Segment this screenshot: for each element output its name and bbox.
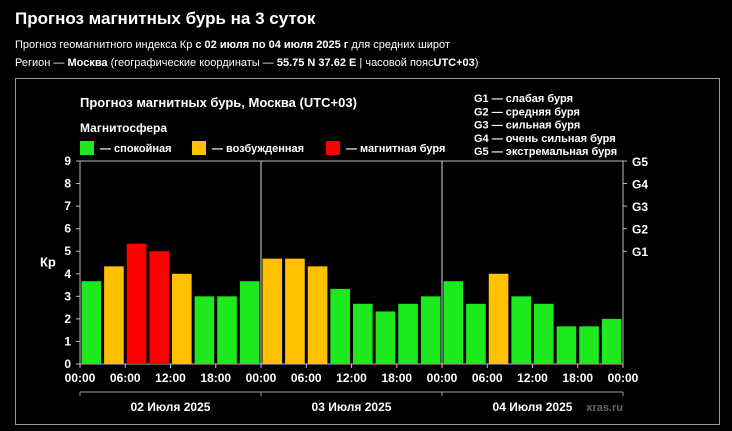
- legend-label: — спокойная: [100, 143, 172, 155]
- kp-bar: [307, 266, 328, 364]
- g-tick-label: G1: [632, 245, 648, 259]
- kp-bar: [81, 281, 102, 364]
- x-tick-label: 18:00: [562, 371, 593, 385]
- kp-bar: [285, 258, 305, 364]
- kp-bar: [488, 273, 509, 364]
- region-timezone: UTC+03: [433, 57, 475, 69]
- g-scale-label: G2 — средняя буря: [474, 106, 580, 118]
- day-label: 02 Июля 2025: [131, 400, 211, 414]
- kp-bar: [126, 243, 147, 364]
- kp-bar: [375, 311, 396, 364]
- day-label: 03 Июля 2025: [312, 400, 392, 414]
- kp-bar: [534, 303, 554, 364]
- kp-bar: [420, 296, 441, 364]
- legend-label: — возбужденная: [212, 143, 304, 155]
- kp-bar: [579, 326, 599, 364]
- y-tick-label: 3: [64, 289, 71, 303]
- g-scale-label: G5 — экстремальная буря: [474, 146, 617, 158]
- x-tick-label: 00:00: [246, 371, 277, 385]
- y-tick-label: 7: [64, 199, 71, 213]
- legend-title: Магнитосфера: [80, 121, 167, 135]
- x-tick-label: 00:00: [608, 371, 639, 385]
- y-tick-label: 4: [64, 267, 71, 281]
- kp-bar: [443, 281, 464, 364]
- kp-bar: [262, 258, 283, 364]
- kp-bar: [556, 326, 577, 364]
- y-tick-label: 1: [64, 334, 71, 348]
- kp-forecast-chart: Прогноз магнитных бурь, Москва (UTC+03) М…: [40, 93, 648, 414]
- g-tick-label: G4: [632, 178, 648, 192]
- kp-bar: [601, 318, 622, 364]
- g-scale-label: G4 — очень сильная буря: [474, 133, 616, 145]
- x-tick-label: 06:00: [110, 371, 141, 385]
- day-label: 04 Июля 2025: [493, 400, 573, 414]
- g-tick-label: G5: [632, 155, 648, 169]
- timezone-prefix: | часовой пояс: [359, 57, 434, 69]
- x-tick-label: 00:00: [427, 371, 458, 385]
- legend-swatch: [326, 141, 340, 155]
- kp-bar: [511, 296, 531, 364]
- kp-bar: [172, 273, 192, 364]
- kp-bar: [398, 303, 418, 364]
- y-tick-label: 2: [64, 312, 71, 326]
- chart-frame: Прогноз магнитных бурь, Москва (UTC+03) М…: [15, 78, 720, 425]
- g-tick-label: G2: [632, 223, 648, 237]
- y-axis-label: Кр: [40, 255, 56, 270]
- g-scale-label: G3 — сильная буря: [474, 120, 580, 132]
- kp-bar: [104, 266, 124, 364]
- region-info: Регион — Москва (географические координа…: [15, 57, 478, 69]
- x-tick-label: 12:00: [517, 371, 548, 385]
- forecast-description-prefix: Прогноз геомагнитного индекса Кр: [15, 39, 193, 51]
- x-tick-label: 12:00: [155, 371, 186, 385]
- x-tick-label: 06:00: [291, 371, 322, 385]
- legend-label: — магнитная буря: [346, 143, 445, 155]
- region-prefix: Регион —: [15, 57, 65, 69]
- y-tick-label: 8: [64, 177, 71, 191]
- kp-bar: [194, 296, 215, 364]
- chart-title: Прогноз магнитных бурь, Москва (UTC+03): [80, 95, 357, 110]
- kp-bar: [149, 251, 169, 364]
- forecast-description: Прогноз геомагнитного индекса Кр с 02 ию…: [15, 39, 450, 51]
- y-tick-label: 5: [64, 244, 71, 258]
- coords-prefix: (географические координаты —: [110, 57, 274, 69]
- region-name: Москва: [67, 57, 108, 69]
- g-tick-label: G3: [632, 200, 648, 214]
- kp-bar: [353, 303, 373, 364]
- legend-swatch: [192, 141, 206, 155]
- page-title: Прогноз магнитных бурь на 3 суток: [15, 9, 316, 28]
- kp-bar: [330, 288, 350, 364]
- y-tick-label: 6: [64, 222, 71, 236]
- watermark: xras.ru: [586, 402, 623, 414]
- kp-bar: [466, 303, 486, 364]
- g-scale-label: G1 — слабая буря: [474, 93, 573, 105]
- x-tick-label: 12:00: [336, 371, 367, 385]
- x-tick-label: 18:00: [200, 371, 231, 385]
- region-info-suffix: ): [474, 57, 479, 69]
- y-tick-label: 0: [64, 357, 71, 371]
- legend-swatch: [80, 141, 94, 155]
- forecast-period: с 02 июля по 04 июля 2025 г: [195, 39, 349, 51]
- x-tick-label: 00:00: [65, 371, 96, 385]
- x-tick-label: 18:00: [381, 371, 412, 385]
- forecast-description-suffix: для средних широт: [351, 39, 450, 51]
- x-tick-label: 06:00: [472, 371, 503, 385]
- y-tick-label: 9: [64, 154, 71, 168]
- kp-bar: [239, 281, 260, 364]
- region-coords: 55.75 N 37.62 E: [276, 57, 357, 69]
- kp-bar: [217, 296, 237, 364]
